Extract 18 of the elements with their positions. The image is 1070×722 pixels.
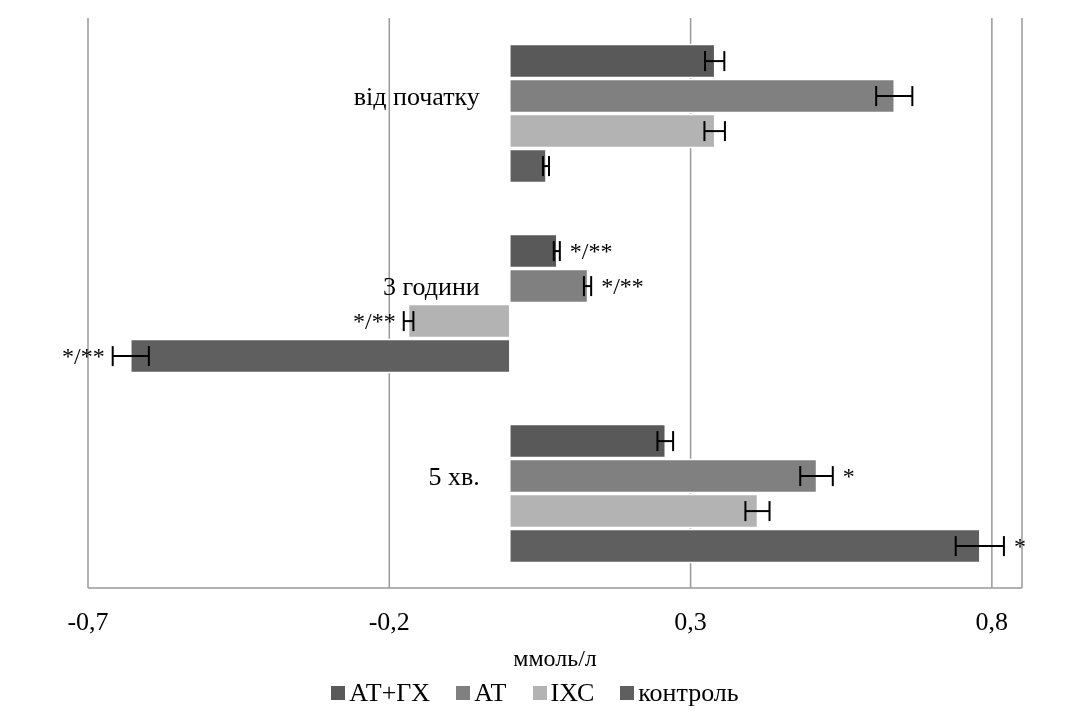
- data-label: */**: [353, 308, 396, 335]
- x-tick-label: -0,2: [368, 607, 410, 637]
- legend-label: контроль: [638, 678, 739, 708]
- data-label: */**: [601, 273, 644, 300]
- x-tick-label: 0,8: [975, 607, 1009, 637]
- legend-label: АТ+ГХ: [349, 678, 431, 708]
- legend-label: ІХС: [550, 678, 595, 708]
- legend-label: АТ: [474, 678, 507, 708]
- data-label: *: [842, 463, 855, 490]
- data-label: *: [1013, 533, 1026, 560]
- x-axis-title: ммоль/л: [513, 645, 597, 671]
- data-label: */**: [62, 343, 105, 370]
- data-label: */**: [569, 238, 613, 265]
- x-tick-label: 0,3: [674, 607, 707, 637]
- y-tick-label: 3 години: [383, 272, 480, 302]
- y-tick-label: 5 хв.: [428, 462, 480, 492]
- x-tick-label: -0,7: [67, 607, 109, 637]
- y-tick-label: від початку: [353, 82, 480, 112]
